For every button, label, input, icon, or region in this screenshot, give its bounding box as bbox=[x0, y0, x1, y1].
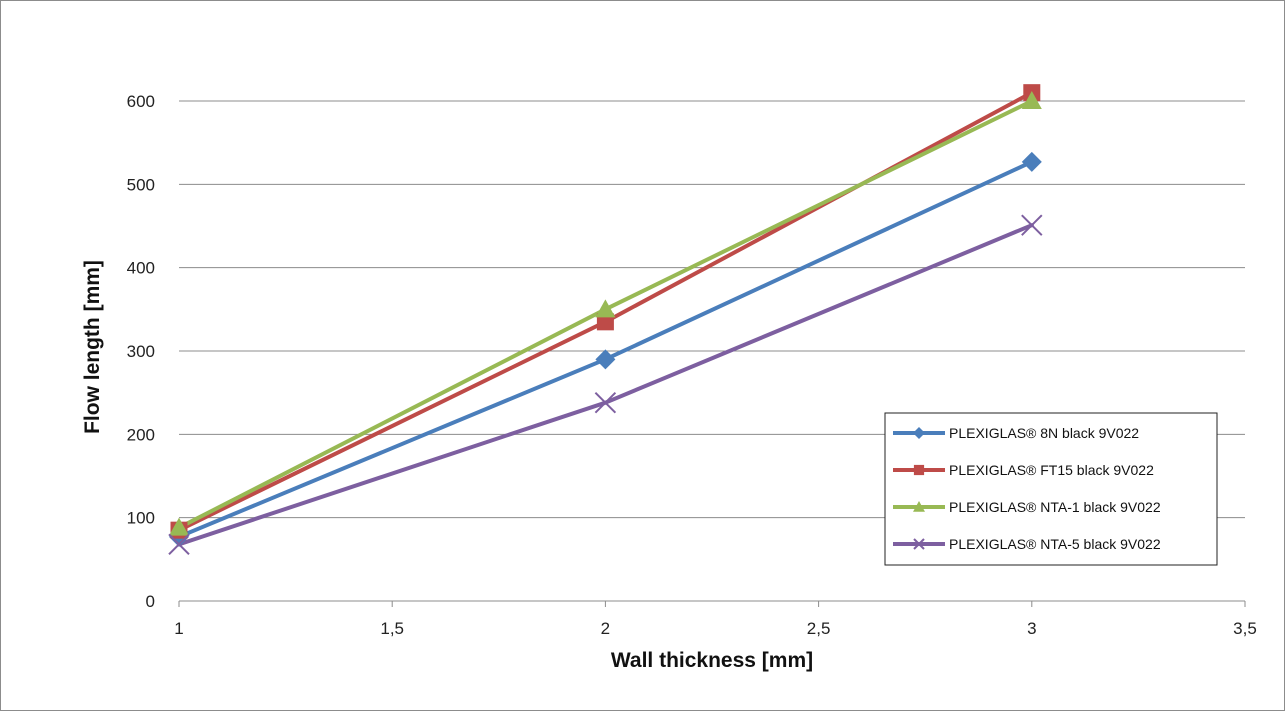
data-point-triangle bbox=[913, 501, 925, 512]
data-point-triangle bbox=[169, 517, 189, 536]
x-tick-label: 1,5 bbox=[380, 619, 404, 638]
y-tick-label: 200 bbox=[127, 425, 155, 444]
legend-box bbox=[884, 412, 1218, 566]
y-tick-label: 0 bbox=[146, 592, 155, 611]
y-tick-label: 500 bbox=[127, 175, 155, 194]
data-point-x bbox=[1021, 214, 1043, 236]
x-axis-title: Wall thickness [mm] bbox=[611, 649, 813, 672]
x-tick-label: 2 bbox=[601, 619, 610, 638]
y-tick-labels: 0 100 200 300 400 500 600 bbox=[127, 92, 155, 611]
data-point-x bbox=[594, 391, 617, 414]
legend-label: PLEXIGLAS® FT15 black 9V022 bbox=[949, 462, 1154, 478]
x-tick-label: 1 bbox=[174, 619, 183, 638]
legend: PLEXIGLAS® 8N black 9V022 PLEXIGLAS® FT15… bbox=[884, 412, 1218, 566]
y-tick-label: 100 bbox=[127, 509, 155, 528]
data-point-triangle bbox=[595, 299, 616, 318]
x-tick-label: 3,5 bbox=[1233, 619, 1257, 638]
legend-label: PLEXIGLAS® NTA-5 black 9V022 bbox=[949, 536, 1161, 552]
x-tick-labels: 1 1,5 2 2,5 3 3,5 bbox=[174, 619, 1257, 638]
legend-label: PLEXIGLAS® 8N black 9V022 bbox=[949, 425, 1139, 441]
data-point-square bbox=[913, 464, 925, 476]
legend-label: PLEXIGLAS® NTA-1 black 9V022 bbox=[949, 499, 1161, 515]
data-point-diamond bbox=[1021, 151, 1042, 172]
data-point-triangle bbox=[1021, 91, 1042, 109]
data-point-x bbox=[168, 533, 190, 556]
data-point-diamond bbox=[595, 349, 616, 370]
data-point-square bbox=[596, 313, 614, 331]
y-tick-label: 300 bbox=[127, 342, 155, 361]
y-tick-label: 600 bbox=[127, 92, 155, 111]
series-markers bbox=[168, 84, 1043, 556]
data-point-x bbox=[913, 538, 925, 550]
y-axis-title: Flow length [mm] bbox=[81, 260, 104, 434]
x-tick-label: 2,5 bbox=[807, 619, 831, 638]
axes bbox=[178, 600, 1246, 607]
x-tick-label: 3 bbox=[1027, 619, 1036, 638]
legend-entry: PLEXIGLAS® NTA-5 black 9V022 bbox=[893, 536, 1161, 552]
legend-entry: PLEXIGLAS® NTA-1 black 9V022 bbox=[893, 499, 1161, 515]
y-tick-label: 400 bbox=[127, 259, 155, 278]
legend-entry: PLEXIGLAS® 8N black 9V022 bbox=[893, 425, 1139, 441]
data-point-diamond bbox=[913, 427, 925, 439]
legend-entry: PLEXIGLAS® FT15 black 9V022 bbox=[893, 462, 1154, 478]
